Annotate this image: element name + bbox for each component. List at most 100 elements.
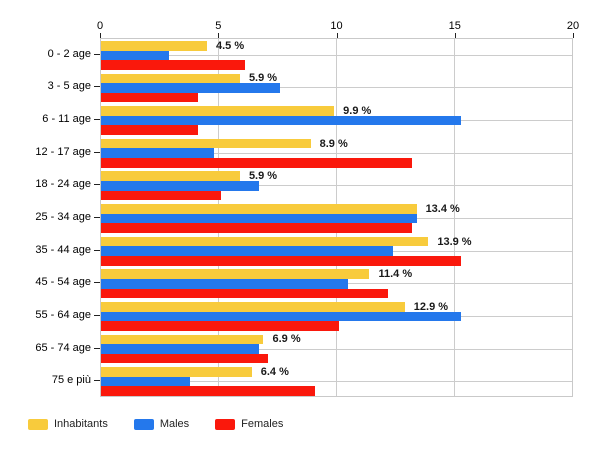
bar-value-label: 6.4 % [260,366,289,379]
x-axis-tick-label: 15 [448,20,461,32]
bar-value-label: 8.9 % [319,137,348,150]
bar-males [101,344,259,354]
bar-females [101,386,316,397]
bar-females [101,158,412,168]
gridline-horizontal [101,152,572,154]
category-tick-mark [94,184,100,186]
legend-swatch [215,418,236,430]
bar-value-label: 5.9 % [248,170,278,183]
bar-inhabitants [101,301,405,312]
bar-inhabitants [101,106,335,116]
bar-inhabitants [101,171,240,182]
bar-males [101,83,280,93]
category-tick-mark [94,86,100,88]
category-tick-mark [94,151,100,153]
legend-swatch [133,418,154,430]
category-label: 6 - 11 age [42,113,91,126]
gridline-horizontal [101,348,572,350]
category-tick-mark [94,249,100,251]
x-axis-tick-mark [336,33,338,38]
bar-females [101,125,198,135]
bar-females [101,92,198,103]
category-label: 12 - 17 age [35,145,91,158]
bar-males [101,246,394,256]
bar-females [101,255,462,266]
category-label: 25 - 34 age [35,211,91,223]
gridline-horizontal [101,54,572,56]
category-label: 55 - 64 age [35,308,91,321]
category-row: 6.4 % [101,365,572,398]
x-axis-tick-mark [573,33,574,38]
bar-females [101,288,389,299]
category-row: 8.9 % [101,137,572,170]
category-row: 4.5 % [101,39,572,72]
category-row: 13.4 % [101,202,572,235]
category-tick-mark [94,380,100,382]
category-label: 65 - 74 age [35,341,91,354]
x-axis-tick-mark [100,33,101,38]
bar-males [101,148,215,159]
bar-females [101,321,339,331]
bar-males [101,311,462,322]
bar-value-label: 13.9 % [437,235,472,248]
x-axis-tick-mark [218,33,220,38]
gridline-horizontal [101,381,572,383]
category-row: 12.9 % [101,300,572,333]
bar-females [101,223,412,233]
bar-inhabitants [101,138,311,149]
bar-value-label: 5.9 % [248,72,278,85]
legend-item: Males [133,418,190,430]
category-tick-mark [94,347,100,349]
category-row: 11.4 % [101,267,572,300]
plot-area: 4.5 % 5.9 % 9.9 % 8.9 % 5.9 % 13.4 % 13.9 % 11.… [100,38,573,397]
category-label: 35 - 44 age [35,243,91,256]
category-row: 6.9 % [101,333,572,366]
category-tick-mark [94,119,100,121]
bar-males [101,213,417,224]
bar-inhabitants [101,73,240,84]
category-label: 45 - 54 age [35,276,91,289]
legend-label: Females [241,418,284,430]
category-label: 0 - 2 age [47,47,91,60]
legend: Inhabitants Males Females [28,418,283,430]
bar-males [101,278,349,289]
category-row: 13.9 % [101,235,572,268]
x-axis-tick-label: 10 [330,20,343,32]
category-label: 75 e più [51,374,91,387]
category-tick-mark [94,314,100,316]
category-tick-mark [94,53,100,55]
bar-males [101,376,191,387]
legend-item: Inhabitants [28,418,108,430]
category-label: 3 - 5 age [47,80,91,93]
bar-inhabitants [101,40,207,51]
x-axis-tick-mark [454,33,456,38]
x-axis-tick-label: 5 [215,20,222,32]
bar-value-label: 11.4 % [378,268,413,281]
gridline-horizontal [101,185,572,187]
legend-swatch [28,418,48,430]
bar-inhabitants [101,236,429,247]
category-tick-mark [94,282,100,284]
bar-value-label: 4.5 % [215,39,245,52]
bar-males [101,181,259,191]
bar-females [101,190,222,201]
bar-inhabitants [101,269,370,279]
legend-item: Females [215,418,283,430]
legend-label: Males [159,418,190,430]
bar-inhabitants [101,334,264,345]
bar-males [101,115,462,126]
category-row: 5.9 % [101,170,572,203]
bar-value-label: 13.4 % [425,202,460,215]
bar-value-label: 9.9 % [343,104,372,117]
bar-inhabitants [101,367,252,377]
bar-females [101,353,269,364]
legend-label: Inhabitants [54,418,108,430]
bar-males [101,50,170,61]
x-axis-tick-label: 0 [96,20,104,32]
category-row: 9.9 % [101,104,572,137]
category-tick-mark [94,217,100,218]
category-row: 5.9 % [101,72,572,105]
x-axis-tick-label: 20 [566,20,580,32]
bar-value-label: 12.9 % [413,300,449,313]
